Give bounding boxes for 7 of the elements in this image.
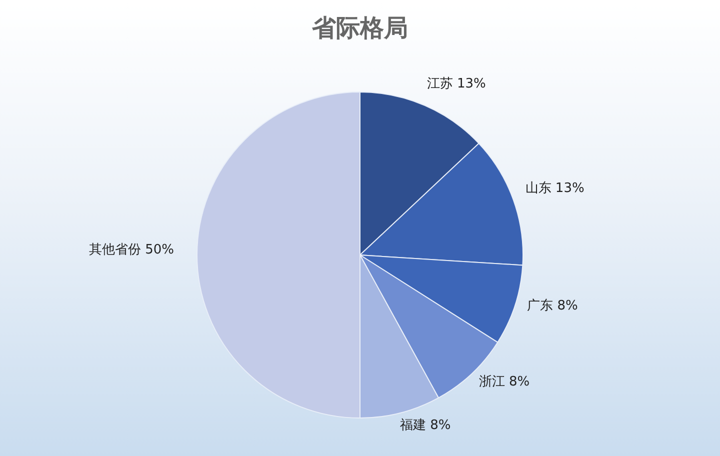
slice-label: 广东 8% bbox=[527, 298, 578, 314]
slice-label: 浙江 8% bbox=[478, 374, 530, 390]
slice-label: 江苏 13% bbox=[426, 76, 486, 92]
slice-label: 其他省份 50% bbox=[88, 242, 174, 258]
slice-label: 福建 8% bbox=[400, 418, 451, 433]
chart-title: 省际格局 bbox=[311, 13, 409, 44]
slice-label: 山东 13% bbox=[525, 181, 584, 196]
